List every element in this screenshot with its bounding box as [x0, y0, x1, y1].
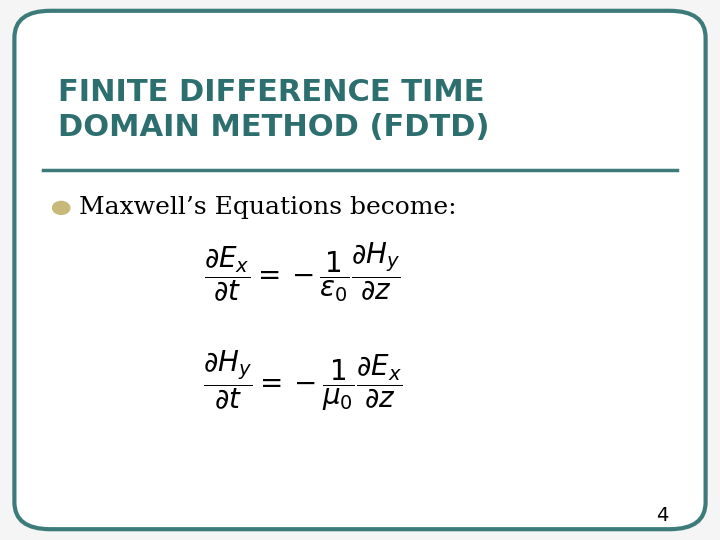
Circle shape — [53, 201, 70, 214]
Text: 4: 4 — [656, 506, 669, 525]
Text: FINITE DIFFERENCE TIME
DOMAIN METHOD (FDTD): FINITE DIFFERENCE TIME DOMAIN METHOD (FD… — [58, 78, 489, 142]
Text: $\dfrac{\partial E_x}{\partial t} = -\dfrac{1}{\varepsilon_0}\dfrac{\partial H_y: $\dfrac{\partial E_x}{\partial t} = -\df… — [204, 241, 401, 305]
Text: Maxwell’s Equations become:: Maxwell’s Equations become: — [79, 197, 456, 219]
Text: $\dfrac{\partial H_y}{\partial t} = -\dfrac{1}{\mu_0}\dfrac{\partial E_x}{\parti: $\dfrac{\partial H_y}{\partial t} = -\df… — [202, 348, 402, 413]
FancyBboxPatch shape — [14, 11, 706, 529]
